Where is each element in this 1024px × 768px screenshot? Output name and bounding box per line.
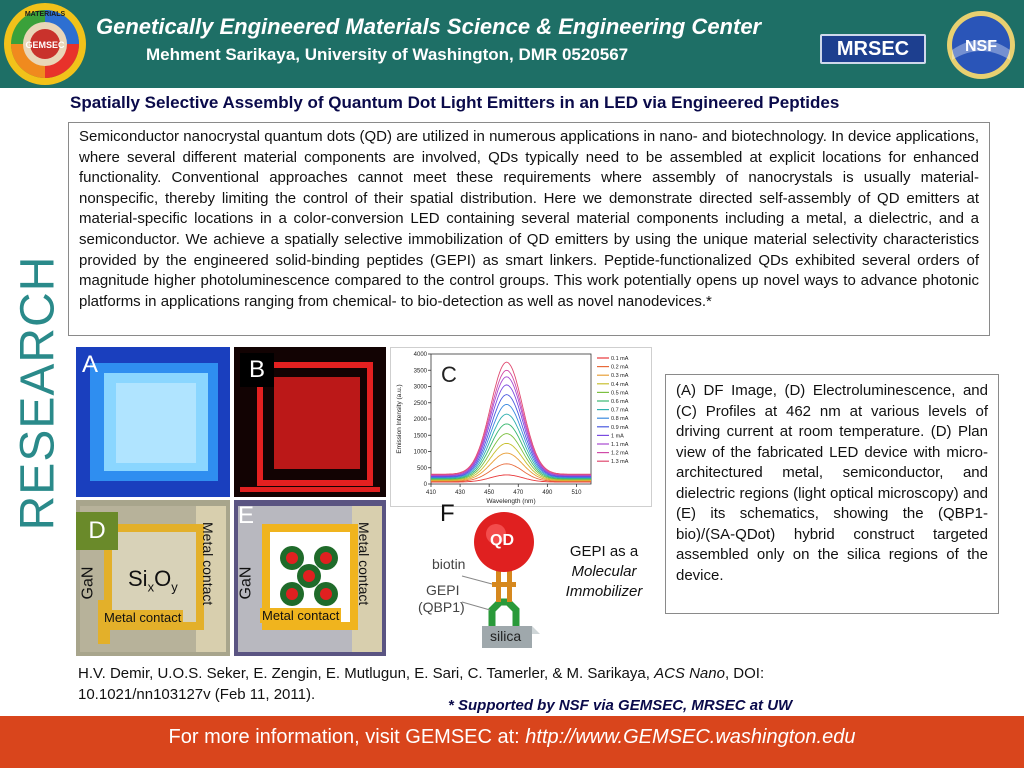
gepi-caption-line3: Immobilizer (565, 583, 643, 600)
panel-e-label: E (238, 502, 255, 529)
footer-lead-text: For more information, visit GEMSEC at: (168, 726, 526, 748)
header-bar: MATERIALS GEMSEC Genetically Engineered … (0, 0, 1024, 88)
x-tick-label: 510 (571, 490, 582, 496)
panel-d-label: D (76, 512, 118, 550)
y-tick-label: 2500 (414, 401, 428, 407)
series-line (431, 376, 591, 476)
mrsec-logo-icon: MRSEC (820, 34, 926, 64)
series-line (431, 442, 591, 481)
legend-entry: 0.1 mA (611, 356, 629, 362)
header-title: Genetically Engineered Materials Science… (96, 14, 762, 39)
series-line (431, 463, 591, 482)
header-subtitle: Mehment Sarikaya, University of Washingt… (146, 45, 629, 64)
nsf-logo-icon: NSF (946, 10, 1016, 80)
legend-entry: 0.5 mA (611, 390, 629, 396)
abstract-text-box: Semiconductor nanocrystal quantum dots (… (68, 122, 990, 336)
figure-panel-f: F QD biotin GEPI (QBP1) silica (404, 504, 554, 654)
mrsec-logo-text: MRSEC (836, 37, 910, 60)
gepi-caption-line1: GEPI as a (569, 543, 639, 560)
research-side-label: RESEARCH (11, 248, 65, 538)
y-tick-label: 1500 (414, 433, 428, 439)
svg-text:NSF: NSF (965, 38, 997, 55)
sixoy-label: SixOy (128, 566, 178, 595)
support-note: * Supported by NSF via GEMSEC, MRSEC at … (448, 697, 793, 714)
legend-entry: 0.3 mA (611, 373, 629, 379)
x-axis-label: Wavelength (nm) (486, 498, 535, 505)
figure-panel-d: D SixOy GaN Metal contact Metal contact (76, 500, 230, 656)
series-line (431, 384, 591, 477)
svg-text:MATERIALS: MATERIALS (25, 11, 66, 18)
x-tick-label: 450 (484, 490, 495, 496)
figure-caption-box: (A) DF Image, (D) Electroluminescence, a… (665, 374, 999, 614)
gepi-caption-line2: Molecular (571, 563, 637, 580)
series-line (431, 394, 591, 478)
legend-entry: 1 mA (611, 433, 624, 439)
panel-e-metal-contact-side: Metal contact (356, 522, 372, 606)
x-tick-label: 490 (542, 490, 553, 496)
gemsec-logo-icon: MATERIALS GEMSEC (2, 2, 88, 86)
y-tick-label: 4000 (414, 352, 428, 358)
x-tick-label: 410 (426, 490, 437, 496)
gepi-immobilizer-caption: GEPI as a Molecular Immobilizer (556, 542, 652, 602)
panel-e-metal-contact-bottom: Metal contact (260, 608, 342, 623)
figure-panel-e: E GaN Metal contact Metal contact (234, 500, 386, 656)
research-label-text: RESEARCH (11, 255, 65, 531)
gepi-label: GEPI (426, 582, 460, 598)
footer-url-link[interactable]: http://www.GEMSEC.washington.edu (525, 726, 856, 748)
legend-entry: 1.1 mA (611, 442, 629, 448)
legend-entry: 0.7 mA (611, 408, 629, 414)
series-line (431, 369, 591, 476)
series-line (431, 423, 591, 480)
legend-entry: 1.3 mA (611, 459, 629, 465)
y-tick-label: 0 (424, 482, 428, 488)
legend-entry: 1.2 mA (611, 451, 629, 457)
panel-d-metal-contact-side: Metal contact (200, 522, 216, 606)
qbp1-label: (QBP1) (418, 599, 465, 615)
emission-chart: 410 430 450 470 490 510 0 500 1000 1500 2000 2500 30… (396, 352, 629, 505)
citation: H.V. Demir, U.O.S. Seker, E. Zengin, E. … (78, 663, 878, 705)
y-axis-label: Emission Intensity (a.u.) (396, 384, 403, 453)
legend-entry: 0.2 mA (611, 365, 629, 371)
series-line (431, 413, 591, 479)
citation-doi: , DOI: 10.1021/nn103127v (Feb 11, 2011). (78, 665, 765, 703)
y-tick-label: 3500 (414, 368, 428, 374)
panel-e-gan-label: GaN (237, 566, 255, 600)
series-line (431, 361, 591, 475)
y-tick-label: 2000 (414, 417, 428, 423)
y-tick-label: 1000 (414, 450, 428, 456)
figure-panel-b: B (234, 347, 386, 497)
series-line (431, 452, 591, 482)
legend-entry: 0.8 mA (611, 416, 629, 422)
panel-d-metal-contact-bottom: Metal contact (102, 610, 184, 625)
panel-f-label: F (440, 504, 455, 527)
panel-b-label: B (240, 353, 274, 387)
silica-label: silica (490, 628, 522, 644)
footer-bar: For more information, visit GEMSEC at: h… (0, 716, 1024, 768)
series-line (431, 433, 591, 480)
qd-label: QD (490, 532, 514, 549)
chart-series-group (431, 361, 591, 483)
footer-text: For more information, visit GEMSEC at: h… (0, 726, 1024, 749)
panel-a-label: A (82, 351, 99, 378)
figure-panel-c-chart: 410 430 450 470 490 510 0 500 1000 1500 2000 2500 30… (390, 347, 652, 507)
citation-journal: ACS Nano (654, 665, 725, 682)
chart-title: C (441, 362, 457, 387)
figure-panel-a: A (76, 347, 230, 497)
chart-legend: 0.1 mA 0.2 mA 0.3 mA 0.4 mA 0.5 mA 0.6 mA 0.7 … (597, 356, 629, 465)
legend-entry: 0.4 mA (611, 382, 629, 388)
legend-entry: 0.6 mA (611, 399, 629, 405)
chart-axes: 410 430 450 470 490 510 0 500 1000 1500 2000 2500 30… (396, 352, 592, 505)
y-tick-label: 3000 (414, 385, 428, 391)
panel-d-gan-label: GaN (79, 566, 97, 600)
legend-entry: 0.9 mA (611, 425, 629, 431)
y-tick-label: 500 (417, 466, 428, 472)
citation-authors: H.V. Demir, U.O.S. Seker, E. Zengin, E. … (78, 665, 655, 682)
series-line (431, 474, 591, 483)
svg-text:GEMSEC: GEMSEC (25, 40, 65, 50)
series-line (431, 403, 591, 478)
x-tick-label: 430 (455, 490, 466, 496)
slide-title: Spatially Selective Assembly of Quantum … (70, 93, 840, 112)
x-tick-label: 470 (513, 490, 524, 496)
biotin-label: biotin (432, 556, 466, 572)
